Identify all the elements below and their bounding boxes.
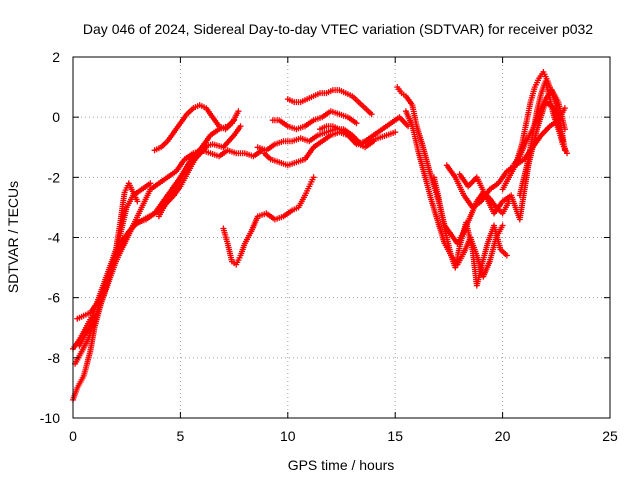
series-12 xyxy=(317,123,377,151)
series-markers xyxy=(516,78,570,199)
x-tick-label: 25 xyxy=(602,428,618,444)
chart-title: Day 046 of 2024, Sidereal Day-to-day VTE… xyxy=(83,21,593,37)
series-11 xyxy=(284,87,375,118)
y-tick-label: -4 xyxy=(48,230,61,246)
y-tick-label: 0 xyxy=(52,109,60,125)
series-20 xyxy=(516,78,570,199)
axis-ticks: 0 5 10 15 20 25 -10 -8 -6 -4 -2 0 2 xyxy=(40,49,618,444)
series-markers xyxy=(394,84,512,247)
series-markers xyxy=(317,123,377,151)
y-tick-label: -10 xyxy=(40,410,60,426)
series-13 xyxy=(394,84,512,247)
series-markers xyxy=(70,144,210,403)
series-3 xyxy=(72,123,244,367)
series-markers xyxy=(155,117,238,220)
series-markers xyxy=(443,105,568,211)
series-markers xyxy=(269,108,360,133)
series-markers xyxy=(430,174,510,289)
x-tick-label: 5 xyxy=(177,428,185,444)
series-15 xyxy=(430,174,510,289)
series-6 xyxy=(155,117,238,220)
y-tick-label: 2 xyxy=(52,49,60,65)
y-axis-title: SDTVAR / TECUs xyxy=(5,181,21,293)
series-10 xyxy=(269,108,360,133)
x-tick-label: 20 xyxy=(495,428,511,444)
series-0 xyxy=(70,144,210,403)
series-7 xyxy=(220,174,317,268)
x-tick-label: 10 xyxy=(280,428,296,444)
y-tick-label: -8 xyxy=(48,350,61,366)
x-tick-label: 0 xyxy=(69,428,77,444)
y-tick-label: -6 xyxy=(48,290,61,306)
x-axis-title: GPS time / hours xyxy=(288,457,395,473)
series-markers xyxy=(76,147,265,349)
series-4 xyxy=(76,147,265,349)
series-16 xyxy=(443,105,568,211)
x-tick-label: 15 xyxy=(387,428,403,444)
series-markers xyxy=(284,87,375,118)
series-markers xyxy=(220,174,317,268)
data-points xyxy=(70,69,570,403)
y-tick-label: -2 xyxy=(48,169,61,185)
series-markers xyxy=(72,123,244,367)
